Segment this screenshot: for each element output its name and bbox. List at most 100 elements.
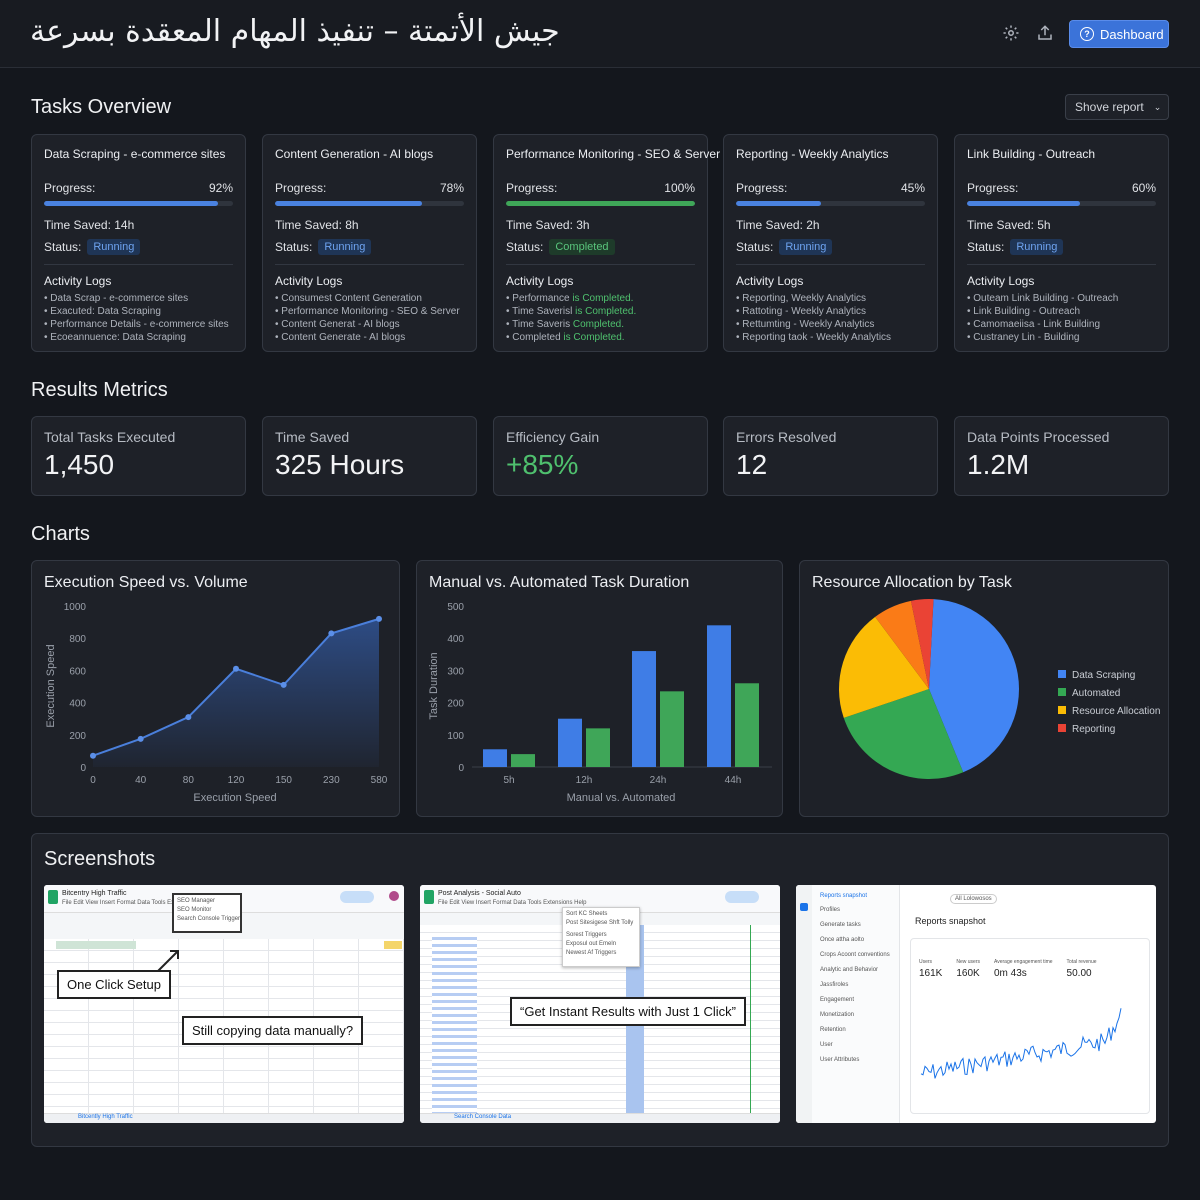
task-card[interactable]: Content Generation - AI blogs Progress: … <box>262 134 477 352</box>
task-card[interactable]: Data Scraping - e-commerce sites Progres… <box>31 134 246 352</box>
share-icon[interactable] <box>1034 22 1056 44</box>
task-card[interactable]: Performance Monitoring - SEO & Server Pr… <box>493 134 721 352</box>
data-point <box>90 752 96 759</box>
header-cell <box>384 941 402 949</box>
y-tick-label: 400 <box>447 634 464 645</box>
sidebar-item[interactable]: Once attha aolto <box>820 937 865 943</box>
share-button[interactable] <box>340 891 374 903</box>
sidebar-item[interactable]: User Attributes <box>820 1057 860 1063</box>
progress-fill <box>44 201 218 206</box>
sidebar-item[interactable]: Retention <box>820 1027 846 1033</box>
users-line <box>920 1008 1122 1079</box>
analytics-metric-value: 161K <box>919 968 943 979</box>
analytics-rail <box>796 885 812 1123</box>
divider <box>967 264 1156 265</box>
dashboard-button[interactable]: ? Dashboard <box>1069 20 1169 48</box>
divider <box>506 264 695 265</box>
data-point <box>233 665 239 672</box>
menu-item[interactable]: Sort KC Sheets <box>566 911 608 917</box>
avatar <box>389 891 399 901</box>
top-bar: جيش الأتمتة – تنفيذ المهام المعقدة بسرعة… <box>0 0 1200 68</box>
y-tick-label: 0 <box>80 763 86 774</box>
divider <box>44 264 233 265</box>
sidebar-item[interactable]: Engagement <box>820 997 855 1003</box>
y-tick-label: 500 <box>447 602 464 613</box>
dashboard-button-label: Dashboard <box>1100 26 1164 42</box>
progress-label: Progress: <box>275 181 327 195</box>
screenshot-spreadsheet-1[interactable]: Bitcentry High Traffic File Edit View In… <box>44 885 404 1123</box>
time-saved: Time Saved: 14h <box>44 218 135 232</box>
chevron-down-icon: ⌄ <box>1153 101 1162 112</box>
sheet-tab[interactable]: Search Console Data <box>454 1114 512 1120</box>
x-tick-label: 230 <box>323 775 340 786</box>
sidebar-item[interactable]: Analytic and Behavior <box>820 967 879 973</box>
log-line: • Time Saveris Completed. <box>506 319 625 330</box>
activity-logs: • Data Scrap - e-commerce sites • Exacute… <box>44 292 233 344</box>
menu-item[interactable]: Post Sitesigese Shft Tolly <box>566 920 634 926</box>
screenshot-spreadsheet-2[interactable]: Post Analysis - Social Auto File Edit Vi… <box>420 885 780 1123</box>
metric-label: Efficiency Gain <box>506 429 600 445</box>
status-label: Status: <box>275 240 313 254</box>
task-name: Performance Monitoring - SEO & Server <box>506 147 721 161</box>
x-tick-label: 150 <box>275 775 292 786</box>
menu-item[interactable]: SEO Monitor <box>177 907 212 913</box>
progress-fill <box>736 201 822 206</box>
link-column <box>432 933 477 1113</box>
sidebar-item[interactable]: Jassfiroles <box>820 982 849 988</box>
log-line: • Ecoeannuence: Data Scraping <box>44 332 186 343</box>
progress-label: Progress: <box>967 181 1019 195</box>
sidebar-item[interactable]: Monetization <box>820 1012 855 1018</box>
area-fill <box>93 618 379 767</box>
menu-item[interactable]: Exposul out Emeln <box>566 941 617 947</box>
progress-row: Progress: 60% <box>967 181 1156 195</box>
addon-menu[interactable]: SEO Manager SEO Monitor Search Console T… <box>172 893 242 933</box>
activity-logs: • Consumest Content Generation • Performa… <box>275 292 464 344</box>
sidebar-item[interactable]: Crops Acoont conventions <box>820 952 890 958</box>
y-axis-label: Execution Speed <box>45 644 57 727</box>
task-card[interactable]: Link Building - Outreach Progress: 60% T… <box>954 134 1169 352</box>
task-card[interactable]: Reporting - Weekly Analytics Progress: 4… <box>723 134 938 352</box>
progress-label: Progress: <box>44 181 96 195</box>
doc-title: Post Analysis - Social Auto <box>438 890 521 897</box>
pie-slice <box>875 600 929 689</box>
filter-chip[interactable]: All Lolowosos <box>950 894 997 904</box>
analytics-metric: Total revenue 50.00 <box>1067 959 1097 979</box>
bar <box>586 728 610 767</box>
execution-speed-chart: Execution Speed vs. Volume 0 200 400 600 800… <box>31 560 400 817</box>
sheet-tab[interactable]: Bitcently High Traffic <box>78 1114 133 1120</box>
sidebar-header[interactable]: Reports snapshot <box>820 893 868 899</box>
addon-menu[interactable]: Sort KC Sheets Post Sitesigese Shft Toll… <box>562 907 640 967</box>
menu-item[interactable]: Newest Af Triggers <box>566 950 617 956</box>
status-row: Status: Running <box>967 239 1156 255</box>
screenshot-analytics[interactable]: Reports snapshot Profiles Generate tasks O… <box>796 885 1156 1123</box>
bar <box>483 749 507 767</box>
x-tick-label: 580 <box>371 775 388 786</box>
sidebar-item[interactable]: User <box>820 1042 833 1048</box>
sidebar-item[interactable]: Profiles <box>820 907 841 913</box>
legend-label: Reporting <box>1072 724 1115 735</box>
progress-value: 78% <box>439 181 464 195</box>
sidebar-item[interactable]: Generate tasks <box>820 922 861 928</box>
results-metrics-title: Results Metrics <box>31 379 168 401</box>
callout-copying-data: Still copying data manually? <box>182 1016 364 1045</box>
analytics-metric: Average engagement time 0m 43s <box>994 959 1053 979</box>
analytics-metric-label: Average engagement time <box>993 959 1053 965</box>
show-report-dropdown[interactable]: Shove report ⌄ <box>1065 94 1169 120</box>
activity-logs-title: Activity Logs <box>275 274 343 288</box>
menu-item[interactable]: Sorest Triggers <box>566 932 607 938</box>
reports-title: Reports snapshot <box>915 916 986 926</box>
analytics-metric-label: Total revenue <box>1066 959 1097 965</box>
task-name: Data Scraping - e-commerce sites <box>44 147 226 161</box>
share-button[interactable] <box>725 891 759 903</box>
progress-fill <box>967 201 1081 206</box>
gear-icon[interactable] <box>1000 22 1022 44</box>
menu-item[interactable]: Search Console Trigger <box>177 916 241 922</box>
y-tick-label: 600 <box>69 666 86 677</box>
menu-item[interactable]: SEO Manager <box>177 898 216 904</box>
resource-allocation-chart-svg: Data Scraping Automated Resource Allocatio… <box>839 599 1160 779</box>
activity-logs-title: Activity Logs <box>736 274 804 288</box>
reports-icon[interactable] <box>800 903 808 911</box>
log-line: • Content Generate - AI blogs <box>275 332 406 343</box>
metric-value: 325 Hours <box>275 449 405 480</box>
y-tick-label: 800 <box>69 634 86 645</box>
